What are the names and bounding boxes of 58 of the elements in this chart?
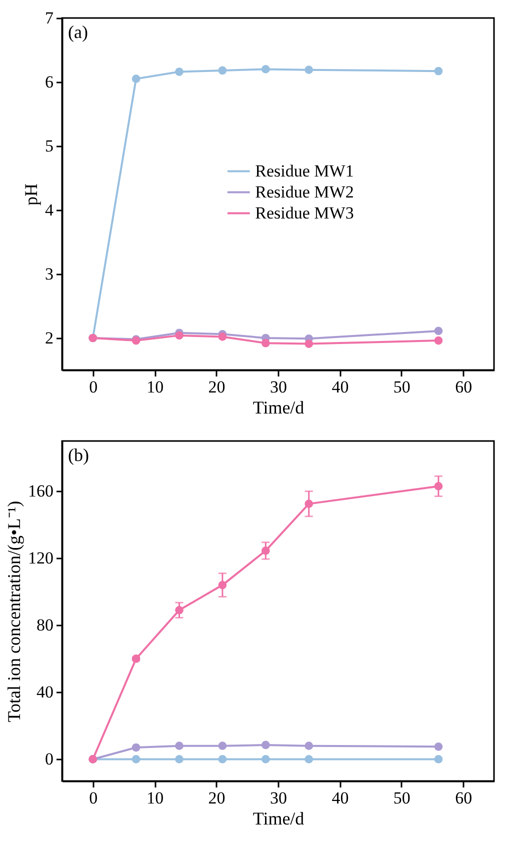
point <box>434 742 443 751</box>
legend-label: Residue MW1 <box>255 161 354 180</box>
y-tick-label: 160 <box>28 482 54 501</box>
x-tick-label: 10 <box>146 788 164 808</box>
y-axis-title: Total ion concentration/(g•L⁻¹) <box>4 500 24 722</box>
point <box>261 338 270 348</box>
point <box>304 66 314 74</box>
point <box>434 336 443 345</box>
legend-label: Residue MW3 <box>255 203 354 222</box>
point <box>218 66 227 75</box>
point <box>261 65 270 74</box>
x-axis-title: Time/d <box>252 398 304 418</box>
point <box>304 742 314 750</box>
y-tick-label: 7 <box>45 8 54 28</box>
legend-label: Residue MW2 <box>255 182 354 202</box>
x-tick-label: 10 <box>146 378 164 396</box>
y-tick-label: 80 <box>36 616 54 635</box>
point <box>175 742 184 750</box>
point <box>218 742 227 750</box>
point <box>304 340 314 348</box>
x-tick-label: 50 <box>393 788 410 808</box>
point <box>304 755 314 764</box>
point <box>132 74 140 83</box>
y-tick-label: 5 <box>45 136 54 156</box>
y-tick-label: 6 <box>45 72 54 92</box>
point <box>132 755 140 764</box>
y-tick-label: 2 <box>45 328 54 348</box>
y-tick-label: 40 <box>36 682 54 702</box>
point <box>434 66 443 76</box>
point <box>218 332 227 341</box>
x-tick-label: 0 <box>89 788 98 808</box>
x-tick-label: 20 <box>208 378 226 396</box>
x-tick-label: 30 <box>270 378 287 396</box>
point <box>175 331 184 340</box>
y-tick-label: 0 <box>45 750 54 769</box>
point <box>175 68 184 76</box>
x-tick-label: 40 <box>332 788 349 808</box>
annotation: (b) <box>68 445 89 465</box>
y-tick-label: 120 <box>28 548 54 568</box>
x-tick-label: 60 <box>455 378 472 396</box>
x-tick-label: 20 <box>208 788 226 808</box>
point <box>434 326 443 336</box>
y-axis-title: pH <box>21 184 41 206</box>
x-tick-label: 60 <box>455 788 472 808</box>
x-tick-label: 40 <box>332 378 349 396</box>
y-tick-label: 3 <box>45 264 54 284</box>
x-tick-label: 30 <box>270 788 287 808</box>
annotation: (a) <box>68 22 88 42</box>
x-tick-label: 50 <box>393 378 410 396</box>
point <box>132 743 140 752</box>
y-tick-label: 4 <box>45 200 54 220</box>
x-tick-label: 0 <box>89 378 98 396</box>
point <box>175 755 184 764</box>
point <box>261 740 270 750</box>
point <box>218 755 227 764</box>
x-axis-title: Time/d <box>252 808 304 828</box>
point <box>434 755 443 764</box>
point <box>261 755 270 764</box>
